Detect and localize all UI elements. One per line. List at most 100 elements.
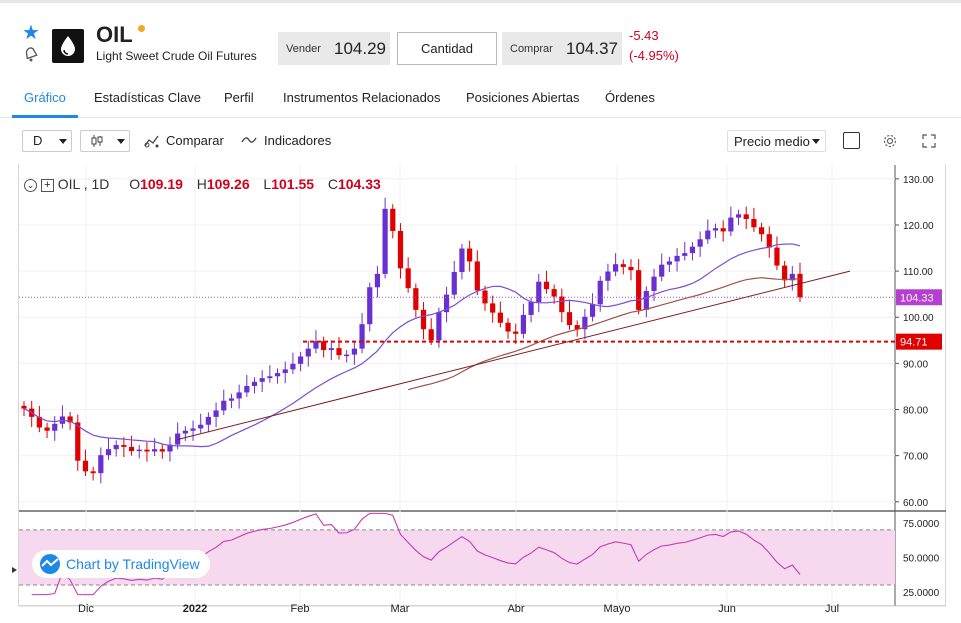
candle-body [413,288,419,310]
price-type-value: Precio medio [734,134,810,149]
candles-icon [91,135,103,147]
chart-toolbar: D Comparar Indicadores Precio medio [0,128,961,156]
legend-add-icon[interactable]: + [40,179,54,192]
star-icon[interactable]: ★ [22,22,40,44]
indicators-icon[interactable] [241,135,257,145]
candle-body [636,270,642,310]
candle-body [213,410,219,417]
candle-body [105,449,112,456]
tab-estadisticas[interactable]: Estadísticas Clave [94,90,201,105]
y-tick-label: 130.00 [903,175,934,186]
change-percent: (-4.95%) [629,48,679,63]
rsi-line [31,512,801,596]
candle-body [666,261,672,265]
chart-type-select[interactable] [80,130,130,152]
sell-label: Vender [286,43,321,55]
fullscreen-icon[interactable] [922,134,936,148]
active-tab-indicator [12,115,78,118]
legend-open: 109.19 [140,176,183,192]
candle-body [390,208,396,231]
buy-button[interactable]: Comprar 104.37 [502,32,622,65]
ohlc-legend: ⌄ + OIL , 1D O109.19 H109.26 L101.55 C10… [24,176,381,192]
candle-body [351,348,357,355]
candle-body [113,445,119,450]
candle-body [436,312,442,341]
legend-c-label: C [327,176,338,192]
candle-body [597,280,603,305]
chevron-down-icon [59,139,67,144]
gear-icon[interactable] [882,133,898,149]
candle-body [720,228,726,232]
rsi-tick-label: 75.0000 [903,519,940,530]
oil-drop-icon [52,29,84,63]
x-tick-label: Mayo [604,603,631,615]
candle-body [505,322,511,332]
x-tick-label: Jun [718,603,736,615]
candle-body [244,385,250,393]
ma-fast-line [23,243,801,448]
quantity-input[interactable]: Cantidad [397,32,497,65]
interval-select[interactable]: D [22,130,72,152]
current-price-badge [896,289,942,306]
candle-body [67,416,73,423]
candle-body [566,312,573,326]
candle-body [259,378,265,382]
candle-body [513,331,519,334]
tab-instrumentos[interactable]: Instrumentos Relacionados [283,90,441,105]
candle-body [712,228,719,231]
tab-perfil[interactable]: Perfil [224,90,254,105]
candle-body [774,247,780,266]
bell-icon[interactable] [22,45,40,63]
candle-body [659,264,665,277]
candle-body [705,230,711,240]
compare-button[interactable]: Comparar [166,133,224,148]
candle-body [520,314,527,334]
instrument-name: Light Sweet Crude Oil Futures [96,49,257,63]
tab-grafico[interactable]: Gráfico [24,90,66,105]
candle-body [128,446,135,452]
current-price-label: 104.33 [900,292,934,304]
candle-body [674,255,680,262]
chevron-down-icon [117,139,125,144]
candle-body [405,268,411,289]
ma-slow-line [407,277,801,391]
sell-price: 104.29 [334,39,386,58]
candle-body [98,455,104,474]
buy-label: Comprar [510,43,553,55]
checkbox-toggle[interactable] [843,132,860,149]
tradingview-watermark[interactable]: Chart by TradingView [32,550,210,578]
candle-body [651,276,657,291]
y-tick-label: 110.00 [903,267,933,278]
tab-ordenes[interactable]: Órdenes [605,90,655,105]
candle-body [359,324,365,349]
compare-icon[interactable] [143,133,161,149]
candle-body [459,248,465,273]
pane-arrow-icon[interactable] [12,567,17,573]
legend-collapse-icon[interactable]: ⌄ [24,179,37,192]
support-price-label: 94.71 [900,337,928,349]
candle-body [305,348,311,357]
tab-posiciones[interactable]: Posiciones Abiertas [466,90,580,105]
x-tick-label: Feb [291,603,310,615]
candle-body [167,444,173,452]
sell-button[interactable]: Vender 104.29 [278,32,390,65]
candle-body [52,423,58,431]
candle-body [528,302,534,315]
tab-bar: Gráfico Estadísticas Clave Perfil Instru… [0,80,961,118]
candle-body [228,398,235,401]
interval-value: D [33,133,43,148]
candle-body [182,430,188,434]
x-tick-label: 2022 [183,603,207,615]
candle-body [205,416,211,425]
candle-body [574,325,580,330]
candle-body [428,329,434,341]
candle-body [190,428,196,431]
candle-body [144,449,150,452]
instrument-header: ★ OIL Light Sweet Crude Oil Futures Vend… [0,0,961,80]
candle-body [21,405,27,409]
candle-body [159,449,165,452]
legend-l-label: L [263,176,272,192]
price-type-select[interactable]: Precio medio [727,130,826,152]
indicators-button[interactable]: Indicadores [264,133,332,148]
